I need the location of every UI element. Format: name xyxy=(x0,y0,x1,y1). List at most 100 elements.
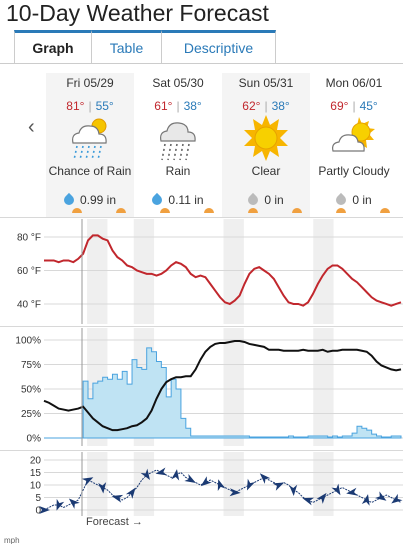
night-shade-band xyxy=(223,452,244,516)
y-tick-label: 0% xyxy=(27,434,42,445)
night-shade-band xyxy=(87,452,108,516)
y-tick-label: 80 °F xyxy=(17,233,41,244)
wind-direction-arrow xyxy=(81,477,94,486)
wind-direction-arrow xyxy=(56,498,65,511)
wind-direction-arrow xyxy=(375,491,387,501)
day-condition: Chance of Rain xyxy=(48,164,132,178)
high-temp: 81° xyxy=(66,99,85,113)
high-temp: 62° xyxy=(242,99,261,113)
y-tick-label: 40 °F xyxy=(17,299,41,310)
night-shade-band xyxy=(133,452,155,516)
day-card-fri[interactable]: Fri 05/29 81° | 55° Chance of Rain 0.99 in xyxy=(46,73,134,217)
y-tick-label: 100% xyxy=(15,336,41,347)
wind-direction-arrow xyxy=(289,484,298,496)
wind-direction-arrow xyxy=(316,492,327,504)
y-tick-label: 10 xyxy=(30,481,42,492)
precip-amount: 0.99 in xyxy=(79,193,117,207)
rain-icon xyxy=(160,122,196,161)
partly-cloudy-icon xyxy=(332,117,375,152)
wind-unit-label: mph xyxy=(4,536,20,544)
section-divider xyxy=(0,326,403,327)
low-temp: 38° xyxy=(183,99,202,113)
night-shade-band xyxy=(313,219,334,324)
day-date: Sun 05/31 xyxy=(238,76,294,90)
sunset-icon xyxy=(160,208,170,213)
raindrop-icon xyxy=(150,192,165,208)
wind-direction-arrow xyxy=(140,468,150,481)
tab-graph[interactable]: Graph xyxy=(14,30,92,64)
wind-direction-arrow xyxy=(246,478,256,491)
day-precip: 0 in xyxy=(310,192,398,208)
y-tick-label: 20 xyxy=(30,456,42,467)
wind-direction-arrow xyxy=(346,487,358,496)
day-precip: 0 in xyxy=(222,192,310,208)
chevron-left-icon[interactable]: ‹ xyxy=(28,116,35,138)
wind-direction-arrow xyxy=(200,476,212,487)
tab-descriptive[interactable]: Descriptive xyxy=(162,30,276,64)
wind-direction-arrow xyxy=(111,494,124,503)
precip-amount: 0 in xyxy=(352,193,372,207)
night-shade-band xyxy=(223,328,244,446)
cloud-cover-line xyxy=(43,339,402,432)
low-temp: 45° xyxy=(359,99,378,113)
high-temp: 69° xyxy=(330,99,349,113)
view-tabs: Graph Table Descriptive xyxy=(14,30,276,64)
y-tick-label: 25% xyxy=(21,409,41,420)
wind-direction-arrow xyxy=(259,473,271,484)
wind-direction-arrow xyxy=(217,479,226,491)
day-temps: 61° | 38° xyxy=(154,99,202,113)
day-summary-strip: Fri 05/29 81° | 55° Chance of Rain 0.99 in… xyxy=(44,73,403,217)
raindrop-icon xyxy=(334,192,349,208)
low-temp: 38° xyxy=(271,99,290,113)
page-title: 10-Day Weather Forecast xyxy=(6,0,269,26)
wind-direction-arrow xyxy=(68,498,80,509)
tabs-underline xyxy=(0,63,403,64)
sunset-icon xyxy=(336,208,346,213)
precip-chance-area xyxy=(44,347,402,439)
day-card-mon[interactable]: Mon 06/01 69° | 45° Partly Cloudy 0 in xyxy=(310,73,398,217)
night-shade-band xyxy=(223,219,244,324)
day-condition: Partly Cloudy xyxy=(318,164,390,178)
day-condition: Rain xyxy=(165,164,191,178)
low-temp: 55° xyxy=(95,99,114,113)
y-tick-label: 15 xyxy=(30,468,42,479)
chance-of-rain-icon xyxy=(72,118,107,161)
section-divider xyxy=(0,450,403,451)
day-date: Sat 05/30 xyxy=(152,76,204,90)
sun-times-row xyxy=(44,206,403,216)
wind-direction-arrow xyxy=(272,482,285,491)
sunrise-icon xyxy=(292,208,302,213)
precip-amount: 0 in xyxy=(264,193,284,207)
wind-direction-arrow xyxy=(331,483,341,496)
night-shade-band xyxy=(313,328,334,446)
sunrise-icon xyxy=(380,208,390,213)
sunrise-icon xyxy=(116,208,126,213)
y-tick-label: 0 xyxy=(35,506,41,517)
wind-direction-arrow xyxy=(229,488,241,497)
day-card-sat[interactable]: Sat 05/30 61° | 38° Rain 0.11 in xyxy=(134,73,222,217)
precip-amount: 0.11 in xyxy=(168,193,204,207)
wind-direction-arrow xyxy=(155,467,168,476)
night-shade-band xyxy=(87,219,108,324)
night-shade-band xyxy=(133,219,155,324)
wind-direction-arrow xyxy=(125,487,136,499)
wind-direction-arrow xyxy=(98,482,107,494)
sunset-icon xyxy=(72,208,82,213)
y-tick-label: 75% xyxy=(21,360,41,371)
wind-direction-arrow xyxy=(391,493,403,504)
y-tick-label: 50% xyxy=(21,385,41,396)
tab-table[interactable]: Table xyxy=(92,30,162,64)
wind-direction-arrow xyxy=(184,474,196,483)
high-temp: 61° xyxy=(154,99,173,113)
night-shade-band xyxy=(313,452,334,516)
raindrop-icon xyxy=(246,192,261,208)
wind-direction-arrow xyxy=(171,469,180,481)
wind-direction-arrow xyxy=(302,497,315,506)
day-card-sun[interactable]: Sun 05/31 62° | 38° Clear 0 in xyxy=(222,73,310,217)
wind-direction-arrow xyxy=(361,494,370,506)
y-tick-label: 60 °F xyxy=(17,266,41,277)
forecast-start-label: Forecast → xyxy=(86,516,143,528)
wind-direction-arrow xyxy=(39,506,50,514)
day-temps: 62° | 38° xyxy=(242,99,290,113)
